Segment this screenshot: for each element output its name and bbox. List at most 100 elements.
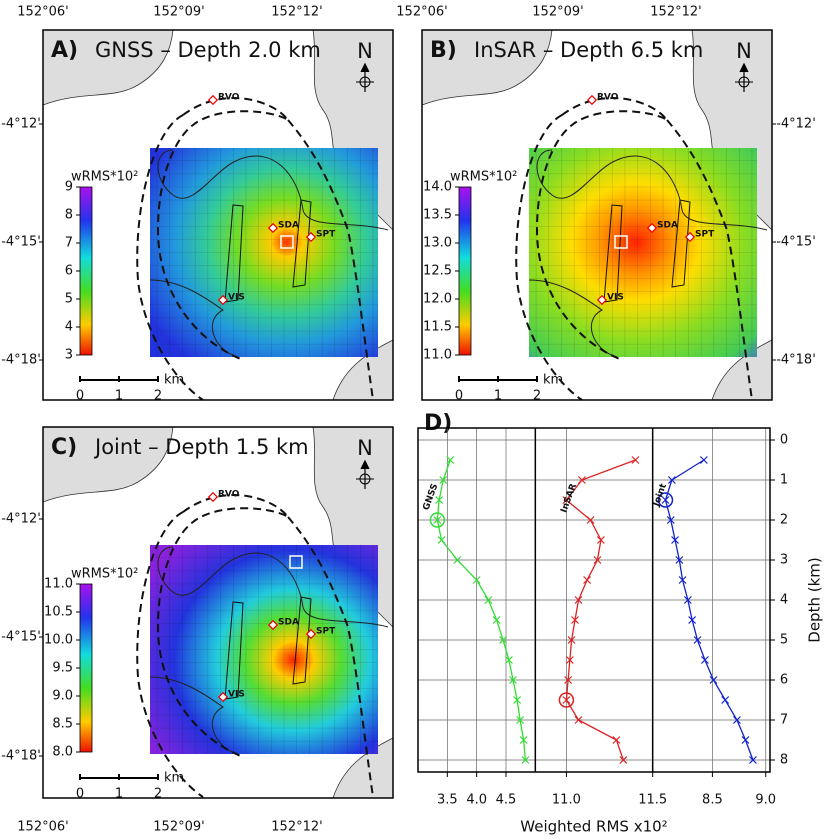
marker bbox=[586, 516, 595, 524]
coastline bbox=[149, 149, 389, 358]
frame bbox=[421, 29, 773, 401]
frame bbox=[417, 427, 771, 773]
marker bbox=[567, 636, 576, 644]
station-marker bbox=[305, 231, 317, 243]
land-gray bbox=[421, 29, 553, 106]
caldera-rim bbox=[515, 97, 753, 401]
panel-title: InSAR – Depth 6.5 km bbox=[474, 38, 703, 62]
scale-tick-label: 1 bbox=[494, 389, 502, 404]
scale-bar bbox=[458, 376, 538, 382]
colorbar-tick-label: 13.0 bbox=[423, 236, 452, 251]
coastline bbox=[149, 546, 389, 755]
marker bbox=[516, 716, 525, 724]
colorbar-tick-label: 8.0 bbox=[52, 745, 73, 760]
line bbox=[664, 459, 754, 761]
marker bbox=[505, 656, 513, 664]
best-marker bbox=[657, 492, 674, 508]
marker bbox=[513, 696, 522, 704]
colorbar-label: wRMS*10² bbox=[71, 170, 138, 185]
marker bbox=[709, 676, 718, 684]
lon-label: 152°09' bbox=[153, 5, 204, 20]
marker bbox=[749, 756, 757, 764]
frame bbox=[42, 29, 394, 401]
x-tick-label: 8.5 bbox=[702, 793, 723, 808]
y-tick-label: 8 bbox=[780, 753, 788, 768]
heatmap-grid bbox=[150, 148, 378, 357]
station-marker bbox=[586, 94, 598, 106]
colorbar-tick-label: 8.5 bbox=[52, 717, 73, 732]
colorbar-tick-label: 10.0 bbox=[44, 633, 73, 648]
map-panel: RVO SDA SPT VIS B) InSAR – Depth 6.5 km NwRMS*… bbox=[396, 5, 816, 404]
marker bbox=[484, 596, 493, 604]
station-marker bbox=[207, 94, 219, 106]
marker bbox=[565, 656, 574, 664]
marker bbox=[519, 736, 528, 744]
marker bbox=[472, 576, 481, 584]
marker bbox=[453, 556, 462, 564]
lat-label: -4°12' bbox=[1, 117, 41, 132]
north-label: N bbox=[736, 39, 752, 63]
marker bbox=[593, 556, 602, 564]
colorbar-tick-label: 5 bbox=[65, 292, 73, 307]
panel-label: C) bbox=[51, 435, 77, 460]
lat-label: -4°18' bbox=[1, 353, 41, 368]
panel-label: B) bbox=[430, 38, 457, 63]
north-arrow bbox=[739, 62, 749, 92]
station-marker bbox=[305, 628, 317, 640]
colorbar-tick-label: 9.0 bbox=[52, 689, 73, 704]
lon-label: 152°06' bbox=[17, 820, 68, 835]
station-label: SPT bbox=[316, 627, 336, 637]
best-cell bbox=[614, 235, 628, 249]
scale-bar bbox=[79, 376, 159, 382]
x-tick-label: 11.0 bbox=[552, 793, 581, 808]
y-tick-label: 4 bbox=[780, 593, 788, 608]
y-tick-label: 5 bbox=[780, 633, 788, 648]
station-marker bbox=[217, 294, 229, 306]
station-label: VIS bbox=[607, 293, 624, 303]
marker bbox=[437, 536, 446, 544]
lat-label: -4°12' bbox=[1, 512, 41, 527]
scale-tick-label: 2 bbox=[154, 389, 162, 404]
marker bbox=[678, 576, 687, 584]
marker bbox=[583, 576, 592, 584]
station-marker bbox=[646, 222, 658, 234]
north-label: N bbox=[357, 39, 373, 63]
station-marker bbox=[267, 222, 279, 234]
station-marker bbox=[596, 294, 608, 306]
panel-title: Joint – Depth 1.5 km bbox=[93, 435, 309, 459]
colorbar-label: wRMS*10² bbox=[450, 170, 517, 185]
colorbar-tick-label: 4 bbox=[65, 320, 73, 335]
marker bbox=[688, 616, 697, 624]
station-label: RVO bbox=[597, 93, 619, 103]
colorbar-tick-label: 11.0 bbox=[423, 348, 452, 363]
panel-title: GNSS – Depth 2.0 km bbox=[95, 38, 321, 62]
lon-label: 152°06' bbox=[17, 5, 68, 20]
station-marker bbox=[217, 691, 229, 703]
x-axis-label: Weighted RMS x10² bbox=[520, 818, 667, 836]
panel-label: A) bbox=[51, 38, 78, 63]
map-panel: RVO SDA SPT VIS A) GNSS – Depth 2.0 km NwRMS*1… bbox=[1, 5, 394, 404]
x-tick-label: 3.5 bbox=[437, 793, 458, 808]
colorbar-label: wRMS*10² bbox=[71, 567, 138, 582]
lat-label: -4°15' bbox=[1, 235, 41, 250]
marker bbox=[619, 756, 628, 764]
colorbar bbox=[79, 583, 93, 753]
y-tick-label: 6 bbox=[780, 673, 788, 688]
lat-label: -4°15' bbox=[776, 235, 816, 250]
y-tick-label: 0 bbox=[780, 433, 788, 448]
scale-tick-label: 1 bbox=[115, 389, 123, 404]
frame bbox=[42, 426, 394, 799]
x-tick-label: 4.5 bbox=[496, 793, 517, 808]
colorbar-tick-label: 9 bbox=[65, 180, 73, 195]
marker bbox=[509, 676, 517, 684]
marker bbox=[733, 716, 741, 724]
north-label: N bbox=[357, 436, 373, 460]
station-label: SDA bbox=[278, 221, 299, 231]
scale-unit: km bbox=[543, 373, 563, 388]
north-arrow bbox=[360, 62, 370, 92]
colorbar-tick-label: 11.0 bbox=[44, 577, 73, 592]
marker bbox=[596, 536, 605, 544]
marker bbox=[741, 736, 750, 744]
